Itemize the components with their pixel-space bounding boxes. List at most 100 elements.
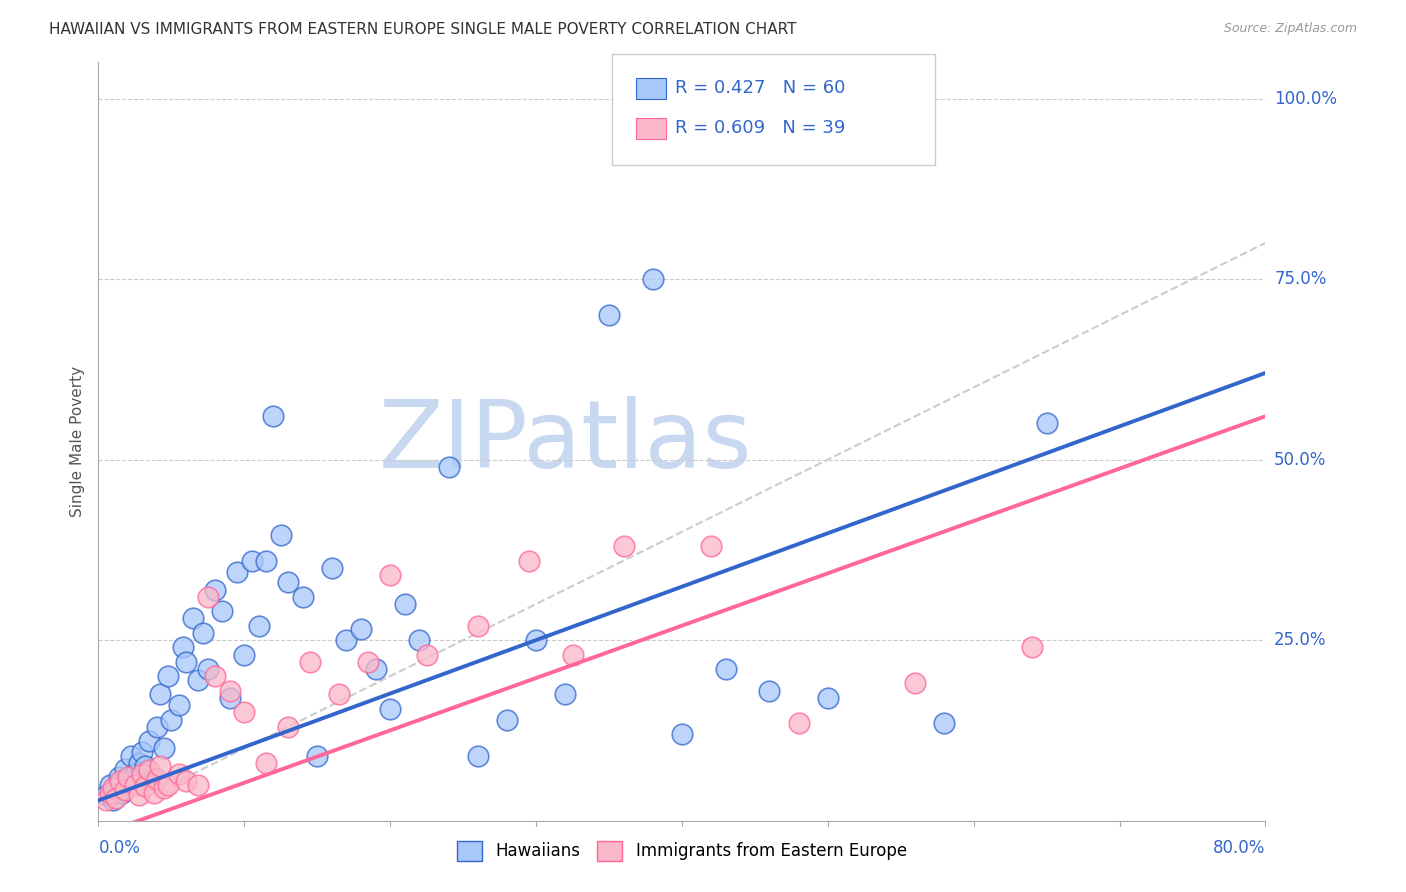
Point bbox=[291, 590, 314, 604]
Point bbox=[94, 793, 117, 807]
Point bbox=[524, 633, 547, 648]
Text: 100.0%: 100.0% bbox=[1274, 89, 1337, 108]
Point bbox=[108, 770, 131, 784]
Point bbox=[467, 748, 489, 763]
Point bbox=[700, 539, 723, 553]
Point bbox=[934, 716, 956, 731]
Text: 50.0%: 50.0% bbox=[1274, 450, 1326, 468]
Y-axis label: Single Male Poverty: Single Male Poverty bbox=[69, 366, 84, 517]
Point bbox=[277, 720, 299, 734]
Point bbox=[350, 622, 373, 636]
Point bbox=[149, 687, 172, 701]
Point bbox=[277, 575, 299, 590]
Point bbox=[714, 662, 737, 676]
Point bbox=[153, 781, 176, 796]
Point bbox=[98, 786, 121, 800]
Point bbox=[218, 690, 240, 705]
Point bbox=[240, 554, 263, 568]
Point bbox=[193, 626, 215, 640]
Legend: Hawaiians, Immigrants from Eastern Europe: Hawaiians, Immigrants from Eastern Europ… bbox=[449, 832, 915, 869]
Point bbox=[787, 716, 810, 731]
Point bbox=[335, 633, 357, 648]
Point bbox=[270, 528, 292, 542]
Text: 25.0%: 25.0% bbox=[1274, 632, 1327, 649]
Text: Source: ZipAtlas.com: Source: ZipAtlas.com bbox=[1223, 22, 1357, 36]
Point bbox=[598, 308, 620, 322]
Point bbox=[111, 786, 134, 800]
Point bbox=[181, 611, 204, 625]
Point bbox=[247, 618, 270, 632]
Point bbox=[254, 756, 277, 770]
Text: 75.0%: 75.0% bbox=[1274, 270, 1326, 288]
Point bbox=[380, 568, 402, 582]
Point bbox=[101, 781, 124, 796]
Point bbox=[218, 683, 240, 698]
Point bbox=[128, 756, 150, 770]
Point bbox=[98, 778, 121, 792]
Point bbox=[380, 702, 402, 716]
Point bbox=[904, 676, 927, 690]
Point bbox=[641, 272, 664, 286]
Point bbox=[226, 565, 249, 579]
Point bbox=[157, 669, 180, 683]
Point bbox=[187, 778, 209, 792]
Point bbox=[128, 789, 150, 803]
Point bbox=[146, 720, 169, 734]
Point bbox=[612, 539, 634, 553]
Text: ZIPatlas: ZIPatlas bbox=[378, 395, 752, 488]
Point bbox=[142, 786, 165, 800]
Text: R = 0.427   N = 60: R = 0.427 N = 60 bbox=[675, 79, 845, 97]
Point bbox=[117, 773, 139, 788]
Point bbox=[758, 683, 780, 698]
Point bbox=[298, 655, 321, 669]
Point bbox=[104, 781, 127, 796]
Point bbox=[157, 778, 180, 792]
Point bbox=[114, 762, 136, 776]
Point bbox=[437, 459, 460, 474]
Point bbox=[149, 759, 172, 773]
Point bbox=[114, 783, 136, 797]
Point bbox=[561, 648, 583, 662]
Text: R = 0.609   N = 39: R = 0.609 N = 39 bbox=[675, 120, 845, 137]
Point bbox=[233, 706, 256, 720]
Point bbox=[1021, 640, 1043, 655]
Point bbox=[153, 741, 176, 756]
Point bbox=[167, 698, 190, 712]
Point bbox=[124, 766, 146, 780]
Point bbox=[117, 770, 139, 784]
Point bbox=[328, 687, 350, 701]
Point bbox=[146, 772, 169, 786]
Point bbox=[204, 669, 226, 683]
Point bbox=[138, 734, 160, 748]
Point bbox=[131, 766, 153, 780]
Point bbox=[211, 604, 233, 618]
Point bbox=[160, 713, 183, 727]
Point bbox=[94, 789, 117, 803]
Point bbox=[1035, 417, 1057, 431]
Point bbox=[817, 690, 839, 705]
Point bbox=[101, 793, 124, 807]
Point bbox=[174, 655, 197, 669]
Point bbox=[120, 748, 142, 763]
Point bbox=[496, 713, 519, 727]
Point bbox=[554, 687, 576, 701]
Point bbox=[254, 554, 277, 568]
Point bbox=[671, 727, 693, 741]
Point bbox=[197, 590, 219, 604]
Point bbox=[142, 772, 165, 786]
Point bbox=[517, 554, 540, 568]
Point bbox=[174, 773, 197, 788]
Point bbox=[408, 633, 430, 648]
Point bbox=[167, 766, 190, 780]
Point bbox=[110, 773, 132, 788]
Point bbox=[172, 640, 194, 655]
Text: HAWAIIAN VS IMMIGRANTS FROM EASTERN EUROPE SINGLE MALE POVERTY CORRELATION CHART: HAWAIIAN VS IMMIGRANTS FROM EASTERN EURO… bbox=[49, 22, 797, 37]
Point bbox=[204, 582, 226, 597]
Point bbox=[131, 745, 153, 759]
Point bbox=[307, 748, 329, 763]
Text: 80.0%: 80.0% bbox=[1213, 838, 1265, 856]
Text: 0.0%: 0.0% bbox=[98, 838, 141, 856]
Point bbox=[134, 779, 156, 793]
Point bbox=[394, 597, 416, 611]
Point bbox=[262, 409, 284, 424]
